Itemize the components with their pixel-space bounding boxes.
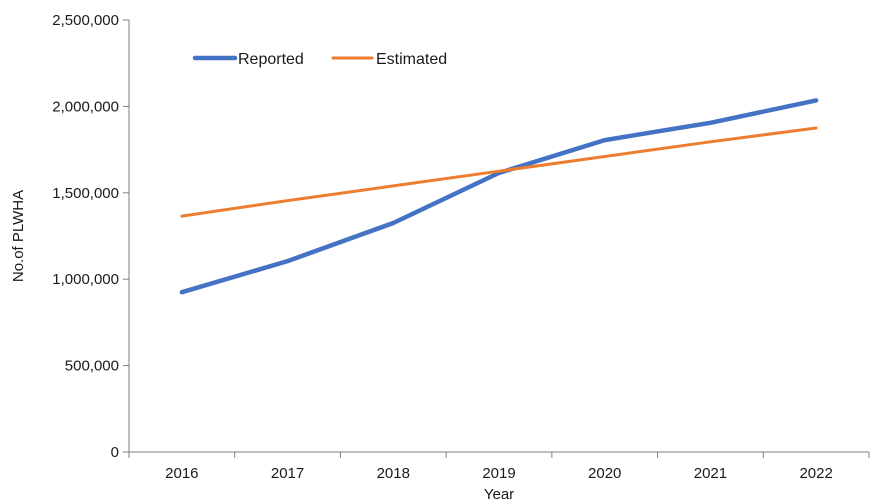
y-tick-label: 1,000,000 (52, 271, 119, 288)
x-axis-ticks: 2016 2017 2018 2019 2020 2021 2022 (128, 452, 870, 482)
legend-label-reported: Reported (238, 51, 304, 68)
x-tick-label: 2019 (482, 465, 515, 482)
x-tick-label: 2016 (165, 465, 198, 482)
y-tick-label: 500,000 (65, 358, 119, 375)
x-tick-label: 2018 (377, 465, 410, 482)
y-tick-label: 2,500,000 (52, 12, 119, 29)
x-tick-label: 2017 (271, 465, 304, 482)
series-line-reported (179, 98, 819, 295)
y-tick-label: 1,500,000 (52, 185, 119, 202)
x-axis-title: Year (484, 486, 514, 503)
legend: Reported Estimated (192, 51, 447, 68)
y-axis-ticks: 0 500,000 1,000,000 1,500,000 2,000,000 2,500… (52, 12, 129, 461)
y-tick-label: 2,000,000 (52, 98, 119, 115)
y-tick-label: 0 (111, 444, 119, 461)
x-tick-label: 2022 (799, 465, 832, 482)
x-tick-label: 2021 (694, 465, 727, 482)
legend-label-estimated: Estimated (376, 51, 447, 68)
x-tick-label: 2020 (588, 465, 621, 482)
series-lines (179, 98, 819, 295)
series-line-estimated (180, 126, 818, 218)
y-axis-title: No.of PLWHA (10, 190, 27, 282)
